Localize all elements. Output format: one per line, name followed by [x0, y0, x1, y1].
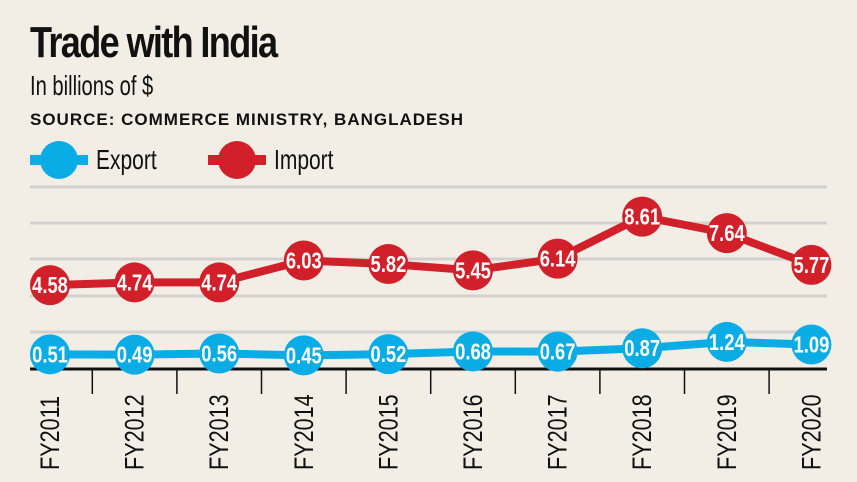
- export-data-label: 0.51: [32, 342, 68, 367]
- x-tick-label: FY2018: [628, 394, 658, 470]
- import-data-label: 8.61: [624, 205, 660, 230]
- legend-label-import: Import: [274, 144, 334, 175]
- import-point: [30, 265, 70, 306]
- export-point: [30, 334, 70, 375]
- import-point: [199, 262, 240, 303]
- import-point: [622, 196, 663, 237]
- x-tick-label: FY2014: [290, 394, 320, 470]
- export-point: [706, 321, 747, 362]
- import-point: [368, 244, 409, 285]
- import-data-label: 6.14: [540, 247, 576, 272]
- x-tick-label: FY2017: [543, 394, 573, 470]
- export-point: [791, 324, 832, 365]
- export-point: [368, 334, 409, 375]
- export-data-label: 0.68: [455, 340, 491, 365]
- export-data-label: 1.09: [794, 333, 830, 358]
- import-point: [453, 250, 493, 291]
- x-tick-label: FY2016: [459, 394, 489, 470]
- export-point: [453, 331, 493, 372]
- import-data-label: 7.64: [709, 221, 745, 246]
- export-point: [537, 331, 578, 372]
- import-data-label: 4.74: [117, 271, 153, 296]
- export-point: [283, 335, 324, 376]
- import-point: [114, 262, 155, 303]
- import-point: [537, 238, 578, 279]
- import-line: [49, 212, 813, 290]
- export-data-label: 0.52: [371, 342, 407, 367]
- export-data-label: 0.56: [201, 342, 237, 367]
- import-point: [283, 240, 324, 281]
- export-point: [114, 334, 155, 375]
- import-data-label: 6.03: [286, 249, 322, 274]
- chart-source: SOURCE: COMMERCE MINISTRY, BANGLADESH: [30, 110, 464, 129]
- import-data-label: 5.45: [455, 258, 491, 283]
- import-point: [706, 213, 747, 254]
- import-data-label: 4.74: [201, 271, 237, 296]
- export-point: [622, 328, 663, 369]
- legend-marker-export: [30, 141, 88, 179]
- x-tick-label: FY2019: [713, 394, 743, 470]
- x-tick-label: FY2012: [120, 394, 150, 470]
- export-data-label: 0.67: [540, 340, 576, 365]
- import-data-label: 5.77: [794, 253, 830, 278]
- export-point: [199, 333, 240, 374]
- import-point: [791, 244, 832, 285]
- legend-label-export: Export: [96, 144, 157, 175]
- export-line: [49, 337, 812, 360]
- export-data-label: 1.24: [709, 330, 745, 355]
- import-data-label: 5.82: [371, 252, 407, 277]
- x-tick-label: FY2013: [205, 394, 235, 470]
- x-tick-label: FY2020: [797, 394, 827, 470]
- legend-marker-import: [208, 141, 266, 179]
- legend-item-import: Import: [206, 140, 353, 180]
- import-data-label: 4.58: [32, 273, 68, 298]
- chart-subtitle: In billions of $: [30, 70, 154, 101]
- chart-title: Trade with India: [30, 18, 278, 67]
- export-data-label: 0.87: [624, 336, 660, 361]
- export-data-label: 0.45: [286, 343, 322, 368]
- x-tick-label: FY2011: [36, 396, 66, 470]
- x-tick-label: FY2015: [374, 394, 404, 470]
- legend-item-export: Export: [28, 140, 177, 180]
- export-data-label: 0.49: [117, 343, 153, 368]
